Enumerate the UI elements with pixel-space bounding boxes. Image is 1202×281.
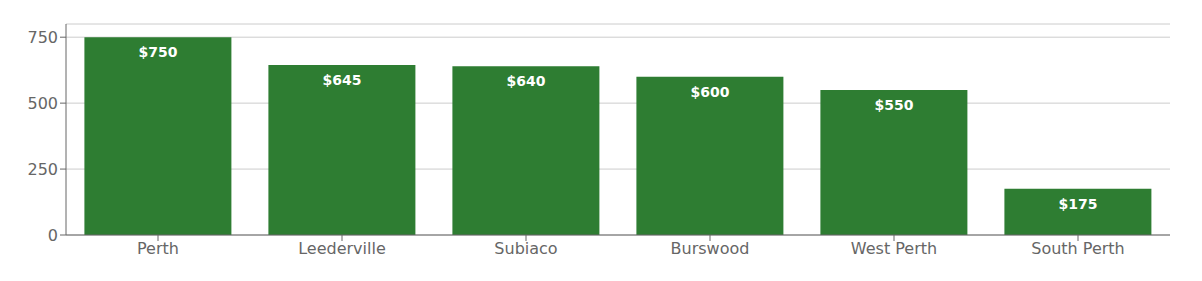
svg-text:Leederville: Leederville — [298, 239, 386, 258]
svg-text:500: 500 — [27, 94, 58, 113]
svg-text:$750: $750 — [138, 44, 177, 60]
svg-text:Perth: Perth — [137, 239, 179, 258]
svg-text:$600: $600 — [690, 84, 729, 100]
svg-text:West Perth: West Perth — [851, 239, 937, 258]
svg-text:$175: $175 — [1058, 196, 1097, 212]
svg-text:$640: $640 — [506, 73, 545, 89]
svg-text:Burswood: Burswood — [671, 239, 750, 258]
svg-text:0: 0 — [48, 226, 58, 245]
svg-text:$550: $550 — [874, 97, 913, 113]
svg-text:250: 250 — [27, 160, 58, 179]
svg-text:750: 750 — [27, 28, 58, 47]
svg-text:Subiaco: Subiaco — [494, 239, 557, 258]
svg-text:South Perth: South Perth — [1031, 239, 1125, 258]
svg-text:$645: $645 — [322, 72, 361, 88]
